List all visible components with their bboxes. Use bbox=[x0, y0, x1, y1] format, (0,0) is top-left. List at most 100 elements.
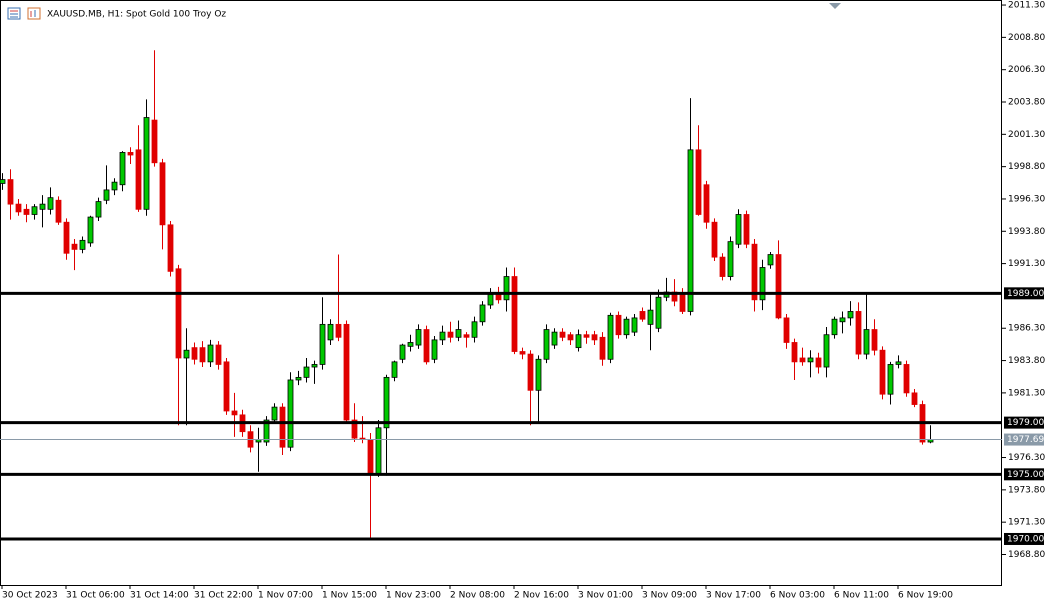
y-tick-label: 1981.30 bbox=[1008, 388, 1045, 398]
candle-body bbox=[415, 329, 422, 346]
candle-body bbox=[143, 117, 150, 210]
y-tick-label: 2001.30 bbox=[1008, 130, 1045, 140]
candle-body bbox=[63, 221, 70, 254]
candle-body bbox=[383, 376, 390, 429]
candle-body bbox=[351, 419, 358, 439]
candle-body bbox=[423, 329, 430, 363]
candle-body bbox=[607, 314, 614, 360]
candle-body bbox=[103, 189, 110, 201]
level-box bbox=[1004, 287, 1044, 300]
current-price-label: 1977.69 bbox=[1007, 435, 1044, 445]
candle-body bbox=[591, 334, 598, 341]
candle-body bbox=[271, 406, 278, 421]
candle-body bbox=[135, 149, 142, 210]
x-tick-label: 1 Nov 15:00 bbox=[322, 591, 377, 601]
level-label: 1970.00 bbox=[1007, 534, 1044, 544]
candle-body bbox=[879, 349, 886, 395]
toolbar-icons bbox=[7, 7, 41, 20]
x-tick-label: 31 Oct 14:00 bbox=[130, 591, 189, 601]
level-label: 1979.00 bbox=[1007, 418, 1044, 428]
candle-body bbox=[495, 294, 502, 301]
candle-body bbox=[191, 347, 198, 360]
x-tick-label: 6 Nov 11:00 bbox=[834, 591, 889, 601]
candle-body bbox=[543, 329, 550, 360]
icon-chart[interactable] bbox=[27, 7, 41, 20]
candle-body bbox=[159, 162, 166, 226]
x-tick-label: 30 Oct 2023 bbox=[2, 591, 58, 601]
chart-title: XAUUSD.MB, H1: Spot Gold 100 Troy Oz bbox=[47, 10, 226, 20]
candle-body bbox=[703, 184, 710, 223]
candle-body bbox=[815, 357, 822, 368]
candle-body bbox=[503, 276, 510, 301]
candle-body bbox=[655, 296, 662, 329]
candle-body bbox=[743, 214, 750, 245]
candle-body bbox=[911, 392, 918, 405]
level-label: 1975.00 bbox=[1007, 470, 1044, 480]
candle-body bbox=[431, 339, 438, 360]
candle-body bbox=[767, 254, 774, 266]
candle-body bbox=[463, 334, 470, 338]
candle-body bbox=[207, 344, 214, 363]
candle-body bbox=[79, 239, 86, 250]
candle-body bbox=[151, 119, 158, 164]
candle-body bbox=[567, 334, 574, 341]
y-tick-label: 2008.80 bbox=[1008, 33, 1045, 43]
candle-body bbox=[775, 254, 782, 319]
candle-body bbox=[447, 331, 454, 338]
y-tick-label: 1996.30 bbox=[1008, 194, 1045, 204]
candle-body bbox=[375, 427, 382, 475]
y-tick-label: 1973.80 bbox=[1008, 485, 1045, 495]
candle-body bbox=[647, 309, 654, 325]
candle-body bbox=[319, 323, 326, 365]
candle-body bbox=[855, 311, 862, 355]
level-label: 1989.00 bbox=[1007, 289, 1044, 299]
candle-body bbox=[535, 358, 542, 391]
candle-body bbox=[23, 208, 30, 215]
candle-body bbox=[903, 364, 910, 394]
x-tick-label: 6 Nov 03:00 bbox=[770, 591, 825, 601]
shift-marker[interactable] bbox=[829, 3, 841, 9]
candle-body bbox=[119, 152, 126, 186]
x-tick-label: 2 Nov 16:00 bbox=[514, 591, 569, 601]
candle-body bbox=[679, 294, 686, 312]
candle-body bbox=[31, 206, 38, 215]
level-box bbox=[1004, 468, 1044, 481]
candle-body bbox=[223, 361, 230, 412]
candle-body bbox=[759, 267, 766, 301]
candle-body bbox=[519, 351, 526, 355]
candle-body bbox=[791, 342, 798, 363]
candle-body bbox=[639, 311, 646, 320]
candle-body bbox=[735, 214, 742, 245]
level-box bbox=[1004, 416, 1044, 429]
x-tick-label: 1 Nov 23:00 bbox=[386, 591, 441, 601]
y-tick-label: 2011.30 bbox=[1008, 1, 1045, 11]
x-tick-label: 3 Nov 09:00 bbox=[642, 591, 697, 601]
candle-body bbox=[399, 344, 406, 360]
candle-body bbox=[231, 410, 238, 416]
y-tick-label: 1983.80 bbox=[1008, 356, 1045, 366]
candle-body bbox=[311, 364, 318, 368]
candle-body bbox=[887, 364, 894, 395]
candle-body bbox=[0, 179, 6, 184]
candle-body bbox=[783, 317, 790, 343]
y-tick-label: 1976.30 bbox=[1008, 453, 1045, 463]
x-tick-label: 31 Oct 06:00 bbox=[66, 591, 125, 601]
candle-body bbox=[407, 342, 414, 347]
candle-body bbox=[335, 323, 342, 338]
candle-body bbox=[695, 149, 702, 215]
candle-body bbox=[439, 331, 446, 341]
candle-body bbox=[111, 181, 118, 191]
candle-body bbox=[551, 331, 558, 346]
candle-body bbox=[527, 353, 534, 391]
candle-body bbox=[287, 379, 294, 448]
candle-body bbox=[719, 256, 726, 277]
candle-body bbox=[183, 349, 190, 359]
x-tick-label: 2 Nov 08:00 bbox=[450, 591, 505, 601]
candle-body bbox=[279, 406, 286, 448]
candle-body bbox=[487, 294, 494, 306]
candle-body bbox=[871, 329, 878, 351]
candle-body bbox=[47, 197, 54, 210]
y-tick-label: 2006.30 bbox=[1008, 65, 1045, 75]
x-tick-label: 31 Oct 22:00 bbox=[194, 591, 253, 601]
